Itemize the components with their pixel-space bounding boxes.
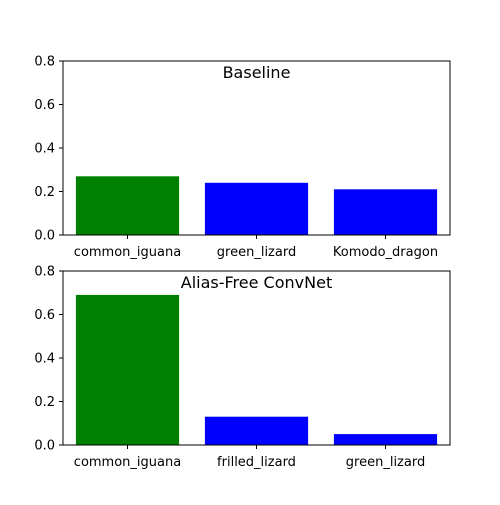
chart-panel-2: 0.0 0.2 0.4 0.6 0.8 common_iguana frilled_liza… [34, 265, 451, 470]
x-tick-label: green_lizard [217, 245, 296, 260]
y-tick-label: 0.2 [34, 395, 55, 410]
y-tick-label: 0.8 [34, 55, 55, 70]
x-tick-label: Komodo_dragon [333, 245, 438, 260]
bar-common-iguana [75, 294, 180, 445]
x-tick-label: green_lizard [346, 455, 425, 470]
y-tick-label: 0.0 [34, 439, 55, 454]
bar-komodo-dragon [333, 189, 438, 235]
y-tick-label: 0.6 [34, 98, 55, 113]
chart-panel-1: 0.0 0.2 0.4 0.6 0.8 common_iguana green_lizard… [34, 55, 451, 260]
y-tick-label: 0.8 [34, 265, 55, 280]
bar-common-iguana [75, 176, 180, 235]
x-tick-label: common_iguana [74, 455, 181, 470]
x-tick-label: frilled_lizard [217, 455, 296, 470]
bar-green-lizard [333, 434, 438, 445]
y-tick-label: 0.6 [34, 308, 55, 323]
chart-title: Baseline [223, 63, 291, 82]
y-tick-label: 0.2 [34, 185, 55, 200]
bar-green-lizard [204, 182, 309, 235]
y-tick-label: 0.0 [34, 229, 55, 244]
bar-frilled-lizard [204, 416, 309, 445]
chart-title: Alias-Free ConvNet [181, 273, 332, 292]
x-tick-label: common_iguana [74, 245, 181, 260]
y-tick-label: 0.4 [34, 142, 55, 157]
y-tick-label: 0.4 [34, 352, 55, 367]
